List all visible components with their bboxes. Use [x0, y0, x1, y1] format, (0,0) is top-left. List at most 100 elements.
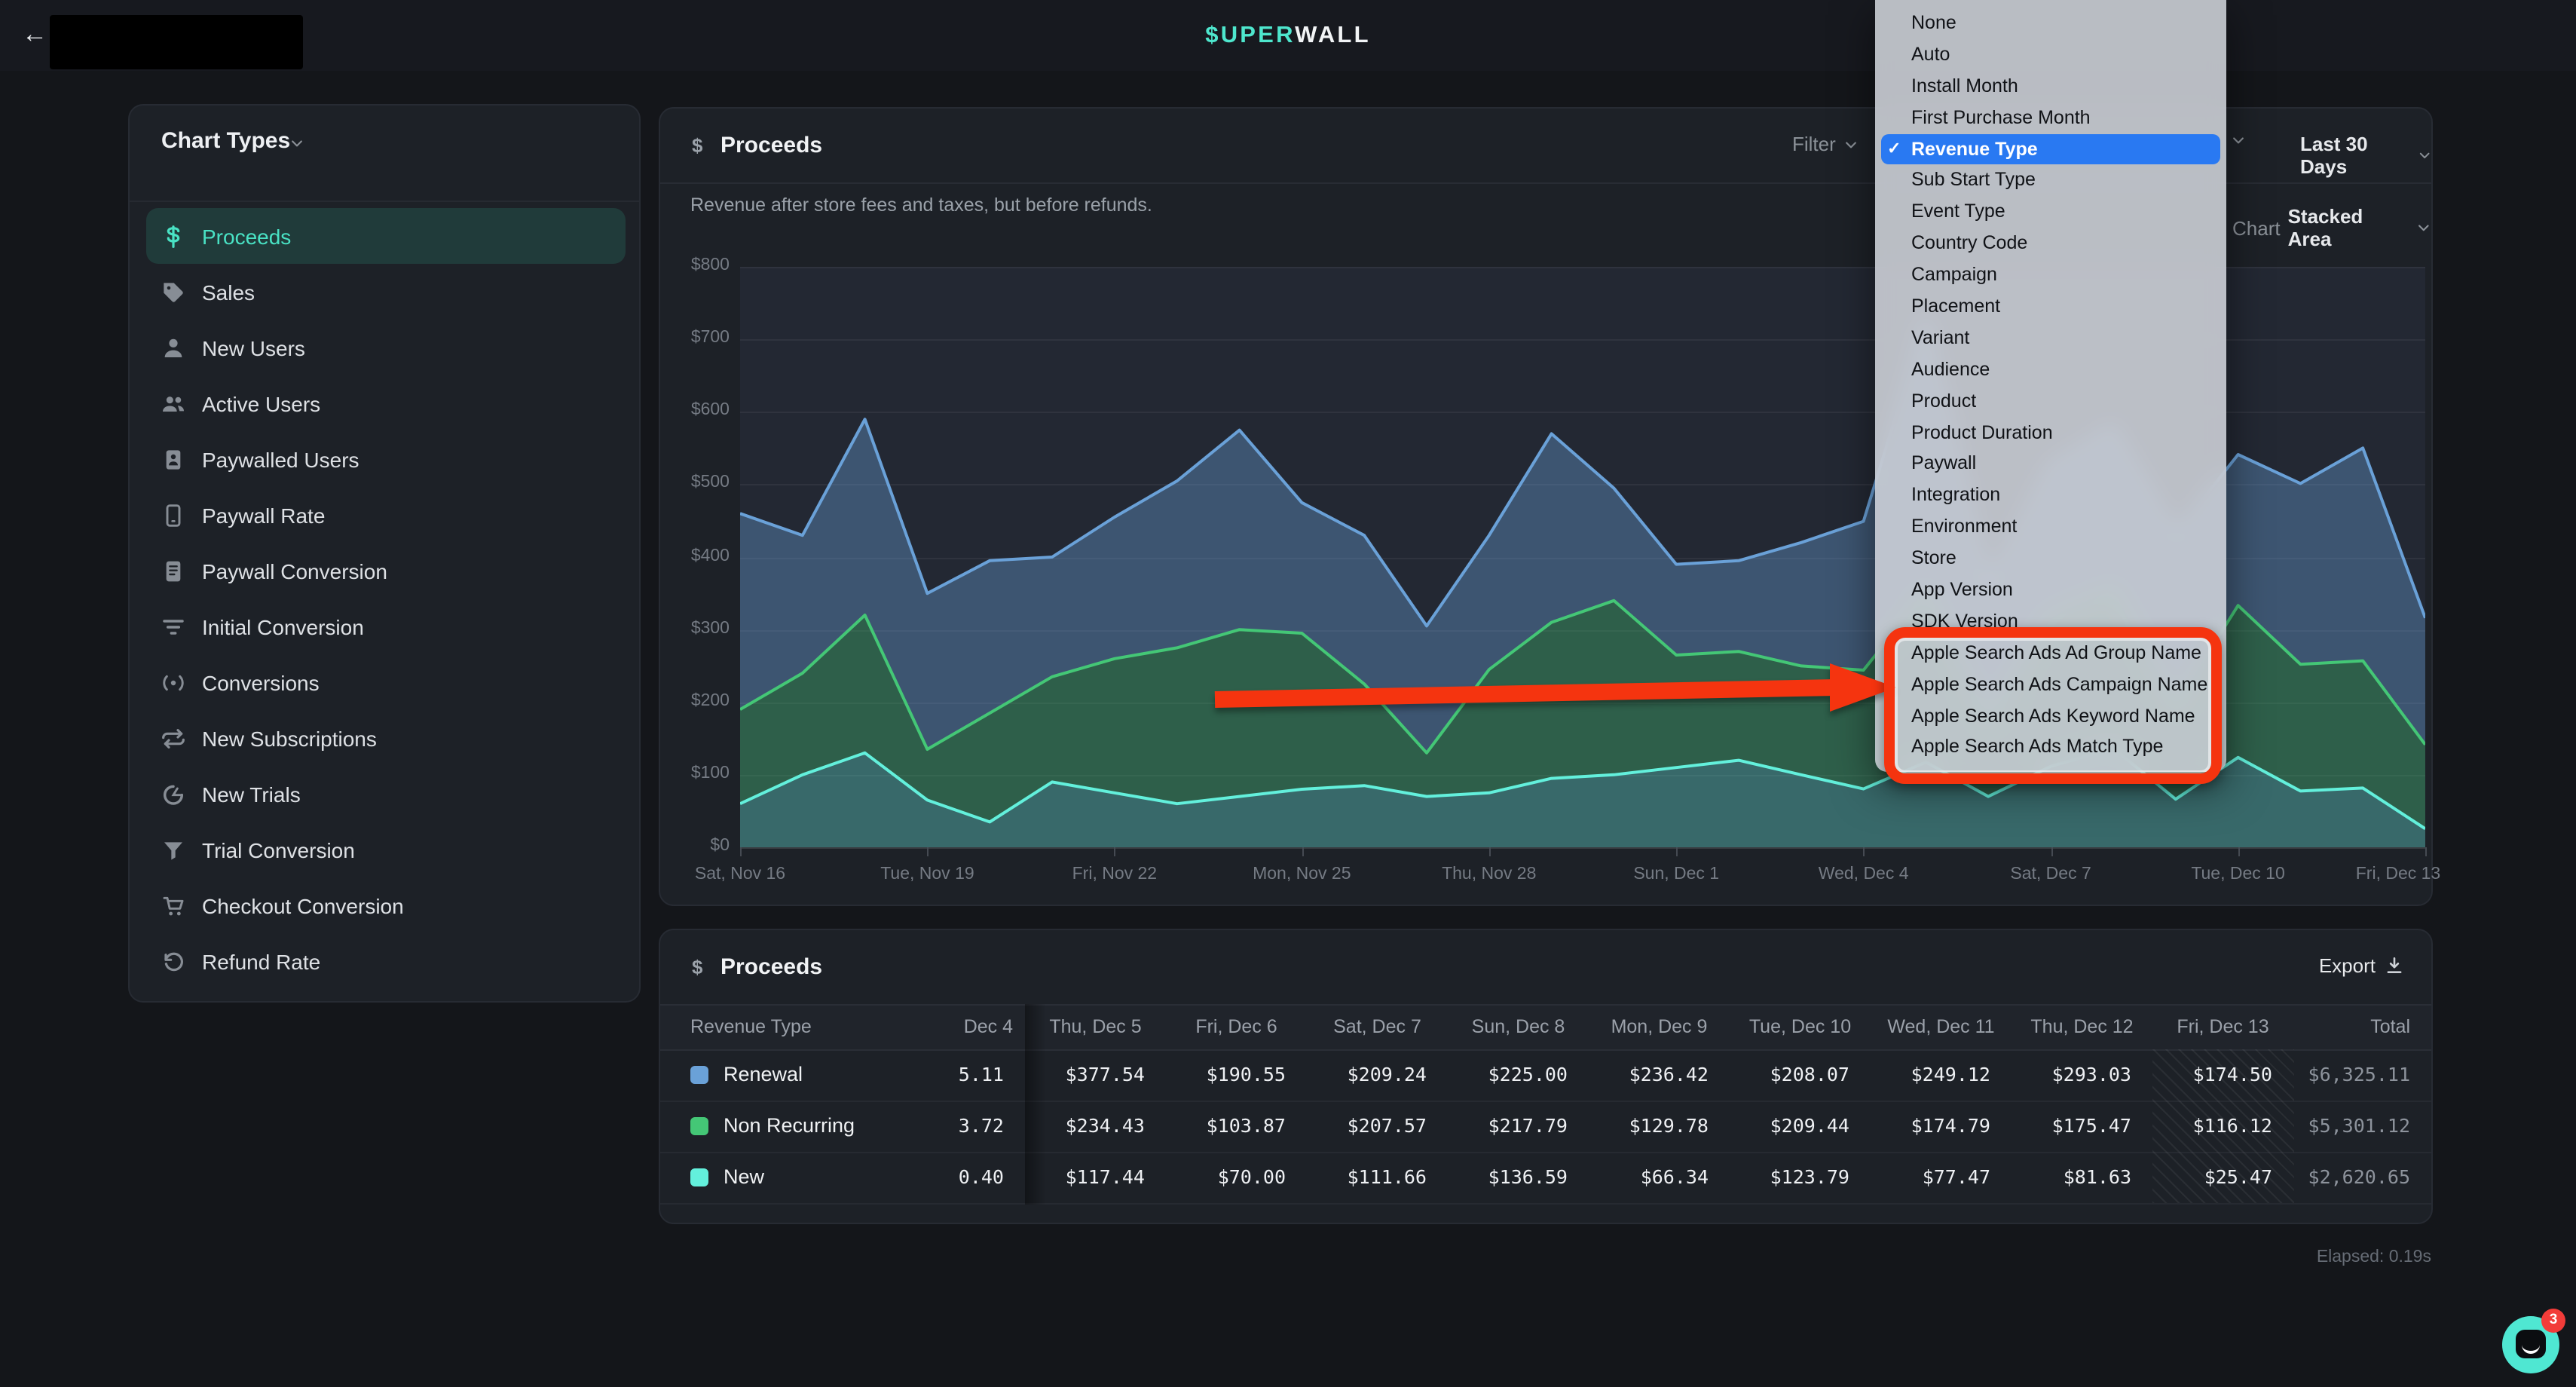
y-axis-tick-label: $600 [690, 401, 730, 420]
menu-item-label: Country Code [1911, 232, 2028, 254]
menu-item-paywall[interactable]: Paywall [1881, 449, 2220, 480]
sidebar-item-label: Conversions [202, 670, 320, 694]
divider [660, 182, 2431, 184]
menu-item-apple-search-ads-campaign-name[interactable]: Apple Search Ads Campaign Name [1881, 669, 2220, 700]
sidebar-item-new-subscriptions[interactable]: New Subscriptions [146, 710, 626, 766]
group-by-dropdown-chevron[interactable] [2231, 133, 2246, 148]
menu-item-label: Apple Search Ads Match Type [1911, 736, 2164, 758]
sidebar-item-new-users[interactable]: New Users [146, 320, 626, 375]
menu-item-sub-start-type[interactable]: Sub Start Type [1881, 165, 2220, 197]
x-axis-tick [2425, 847, 2427, 856]
menu-item-label: Campaign [1911, 264, 1997, 286]
row-label: New [724, 1165, 765, 1188]
column-header: Wed, Dec 11 [1887, 1016, 1995, 1037]
file-text-icon [161, 559, 185, 583]
value-cell: $293.03 [2051, 1063, 2131, 1085]
sidebar-item-initial-conversion[interactable]: Initial Conversion [146, 599, 626, 654]
value-cell: $116.12 [2152, 1101, 2293, 1152]
x-axis-tick [740, 847, 742, 856]
menu-item-label: Event Type [1911, 201, 2005, 222]
sidebar-item-active-users[interactable]: Active Users [146, 375, 626, 431]
divider [130, 201, 639, 202]
sidebar-item-label: Active Users [202, 391, 321, 415]
menu-item-audience[interactable]: Audience [1881, 354, 2220, 386]
menu-item-app-version[interactable]: App Version [1881, 574, 2220, 606]
menu-item-label: Apple Search Ads Ad Group Name [1911, 641, 2201, 663]
menu-item-apple-search-ads-ad-group-name[interactable]: Apple Search Ads Ad Group Name [1881, 638, 2220, 669]
value-cell: $190.55 [1206, 1063, 1286, 1085]
menu-item-product[interactable]: Product [1881, 385, 2220, 417]
redacted-block [50, 15, 303, 69]
sidebar-item-checkout-conversion[interactable]: Checkout Conversion [146, 877, 626, 933]
sidebar-item-paywall-rate[interactable]: Paywall Rate [146, 487, 626, 543]
value-cell: $209.24 [1347, 1063, 1427, 1085]
sidebar-item-proceeds[interactable]: Proceeds [146, 208, 626, 264]
x-axis-tick-label: Wed, Dec 4 [1818, 865, 1909, 883]
column-header-clipped: Dec 4 [963, 1016, 1013, 1037]
menu-item-environment[interactable]: Environment [1881, 512, 2220, 543]
sidebar-item-paywall-conversion[interactable]: Paywall Conversion [146, 543, 626, 599]
menu-item-event-type[interactable]: Event Type [1881, 197, 2220, 228]
filter-lines-icon [161, 614, 185, 638]
sidebar-item-label: Sales [202, 280, 255, 304]
dollar-icon: $ [692, 956, 703, 978]
menu-item-product-duration[interactable]: Product Duration [1881, 417, 2220, 449]
value-cell: $217.79 [1488, 1114, 1568, 1137]
sidebar-item-refund-rate[interactable]: Refund Rate [146, 933, 626, 989]
value-cell: $249.12 [1911, 1063, 1990, 1085]
sidebar-item-label: Trial Conversion [202, 837, 355, 862]
menu-item-integration[interactable]: Integration [1881, 480, 2220, 512]
filter-button[interactable]: Filter [1792, 133, 1859, 155]
sidebar-item-sales[interactable]: Sales [146, 264, 626, 320]
table-panel-title: Proceeds [720, 954, 823, 980]
export-label: Export [2318, 954, 2376, 977]
menu-item-label: Install Month [1911, 75, 2018, 96]
menu-item-label: First Purchase Month [1911, 106, 2091, 128]
menu-item-install-month[interactable]: Install Month [1881, 71, 2220, 103]
y-axis-tick-label: $200 [690, 691, 730, 710]
column-header: Fri, Dec 13 [2177, 1016, 2269, 1037]
dollar-icon: $ [692, 134, 703, 157]
menu-item-apple-search-ads-keyword-name[interactable]: Apple Search Ads Keyword Name [1881, 700, 2220, 732]
menu-item-placement[interactable]: Placement [1881, 291, 2220, 323]
menu-item-revenue-type[interactable]: ✓ Revenue Type [1881, 133, 2220, 165]
sidebar-item-conversions[interactable]: Conversions [146, 654, 626, 710]
gridline [740, 557, 2425, 559]
chevron-down-icon [289, 136, 304, 151]
menu-item-label: Auto [1911, 43, 1950, 65]
value-cell: $174.79 [1911, 1114, 1990, 1137]
menu-item-variant[interactable]: Variant [1881, 323, 2220, 354]
value-cell: $207.57 [1347, 1114, 1427, 1137]
sidebar-item-label: New Subscriptions [202, 726, 377, 750]
back-arrow-icon[interactable]: ← [22, 20, 47, 48]
chart-subtitle: Revenue after store fees and taxes, but … [690, 194, 1152, 216]
menu-item-country-code[interactable]: Country Code [1881, 228, 2220, 259]
chat-smile-icon [2522, 1342, 2540, 1354]
chart-type-dropdown[interactable]: Chart Stacked Area [2232, 205, 2431, 250]
menu-item-apple-search-ads-match-type[interactable]: Apple Search Ads Match Type [1881, 732, 2220, 764]
menu-item-none[interactable]: None [1881, 8, 2220, 39]
column-header: Mon, Dec 9 [1611, 1016, 1708, 1037]
x-axis-tick-label: Tue, Dec 10 [2191, 865, 2285, 883]
value-cell: $117.44 [1065, 1165, 1145, 1188]
menu-item-store[interactable]: Store [1881, 543, 2220, 574]
sidebar-item-label: Paywall Conversion [202, 559, 387, 583]
date-range-dropdown[interactable]: Last 30 Days [2300, 133, 2431, 178]
rotate-ccw-icon [161, 949, 185, 973]
x-axis-tick-label: Fri, Dec 13 [2355, 865, 2441, 883]
sidebar-item-paywalled-users[interactable]: Paywalled Users [146, 431, 626, 487]
sidebar-item-new-trials[interactable]: New Trials [146, 766, 626, 822]
sidebar-item-trial-conversion[interactable]: Trial Conversion [146, 822, 626, 877]
menu-item-auto[interactable]: Auto [1881, 39, 2220, 71]
x-axis-tick [1863, 847, 1865, 856]
dollar-icon [161, 224, 185, 248]
chat-launcher-button[interactable]: 3 [2502, 1309, 2565, 1373]
menu-item-first-purchase-month[interactable]: First Purchase Month [1881, 102, 2220, 133]
chart-panel-title: Proceeds [720, 133, 823, 158]
menu-item-label: Revenue Type [1911, 138, 2038, 160]
tag-icon [161, 280, 185, 304]
x-axis-tick-label: Sun, Dec 1 [1633, 865, 1720, 883]
export-button[interactable]: Export [2319, 954, 2404, 977]
menu-item-campaign[interactable]: Campaign [1881, 259, 2220, 291]
